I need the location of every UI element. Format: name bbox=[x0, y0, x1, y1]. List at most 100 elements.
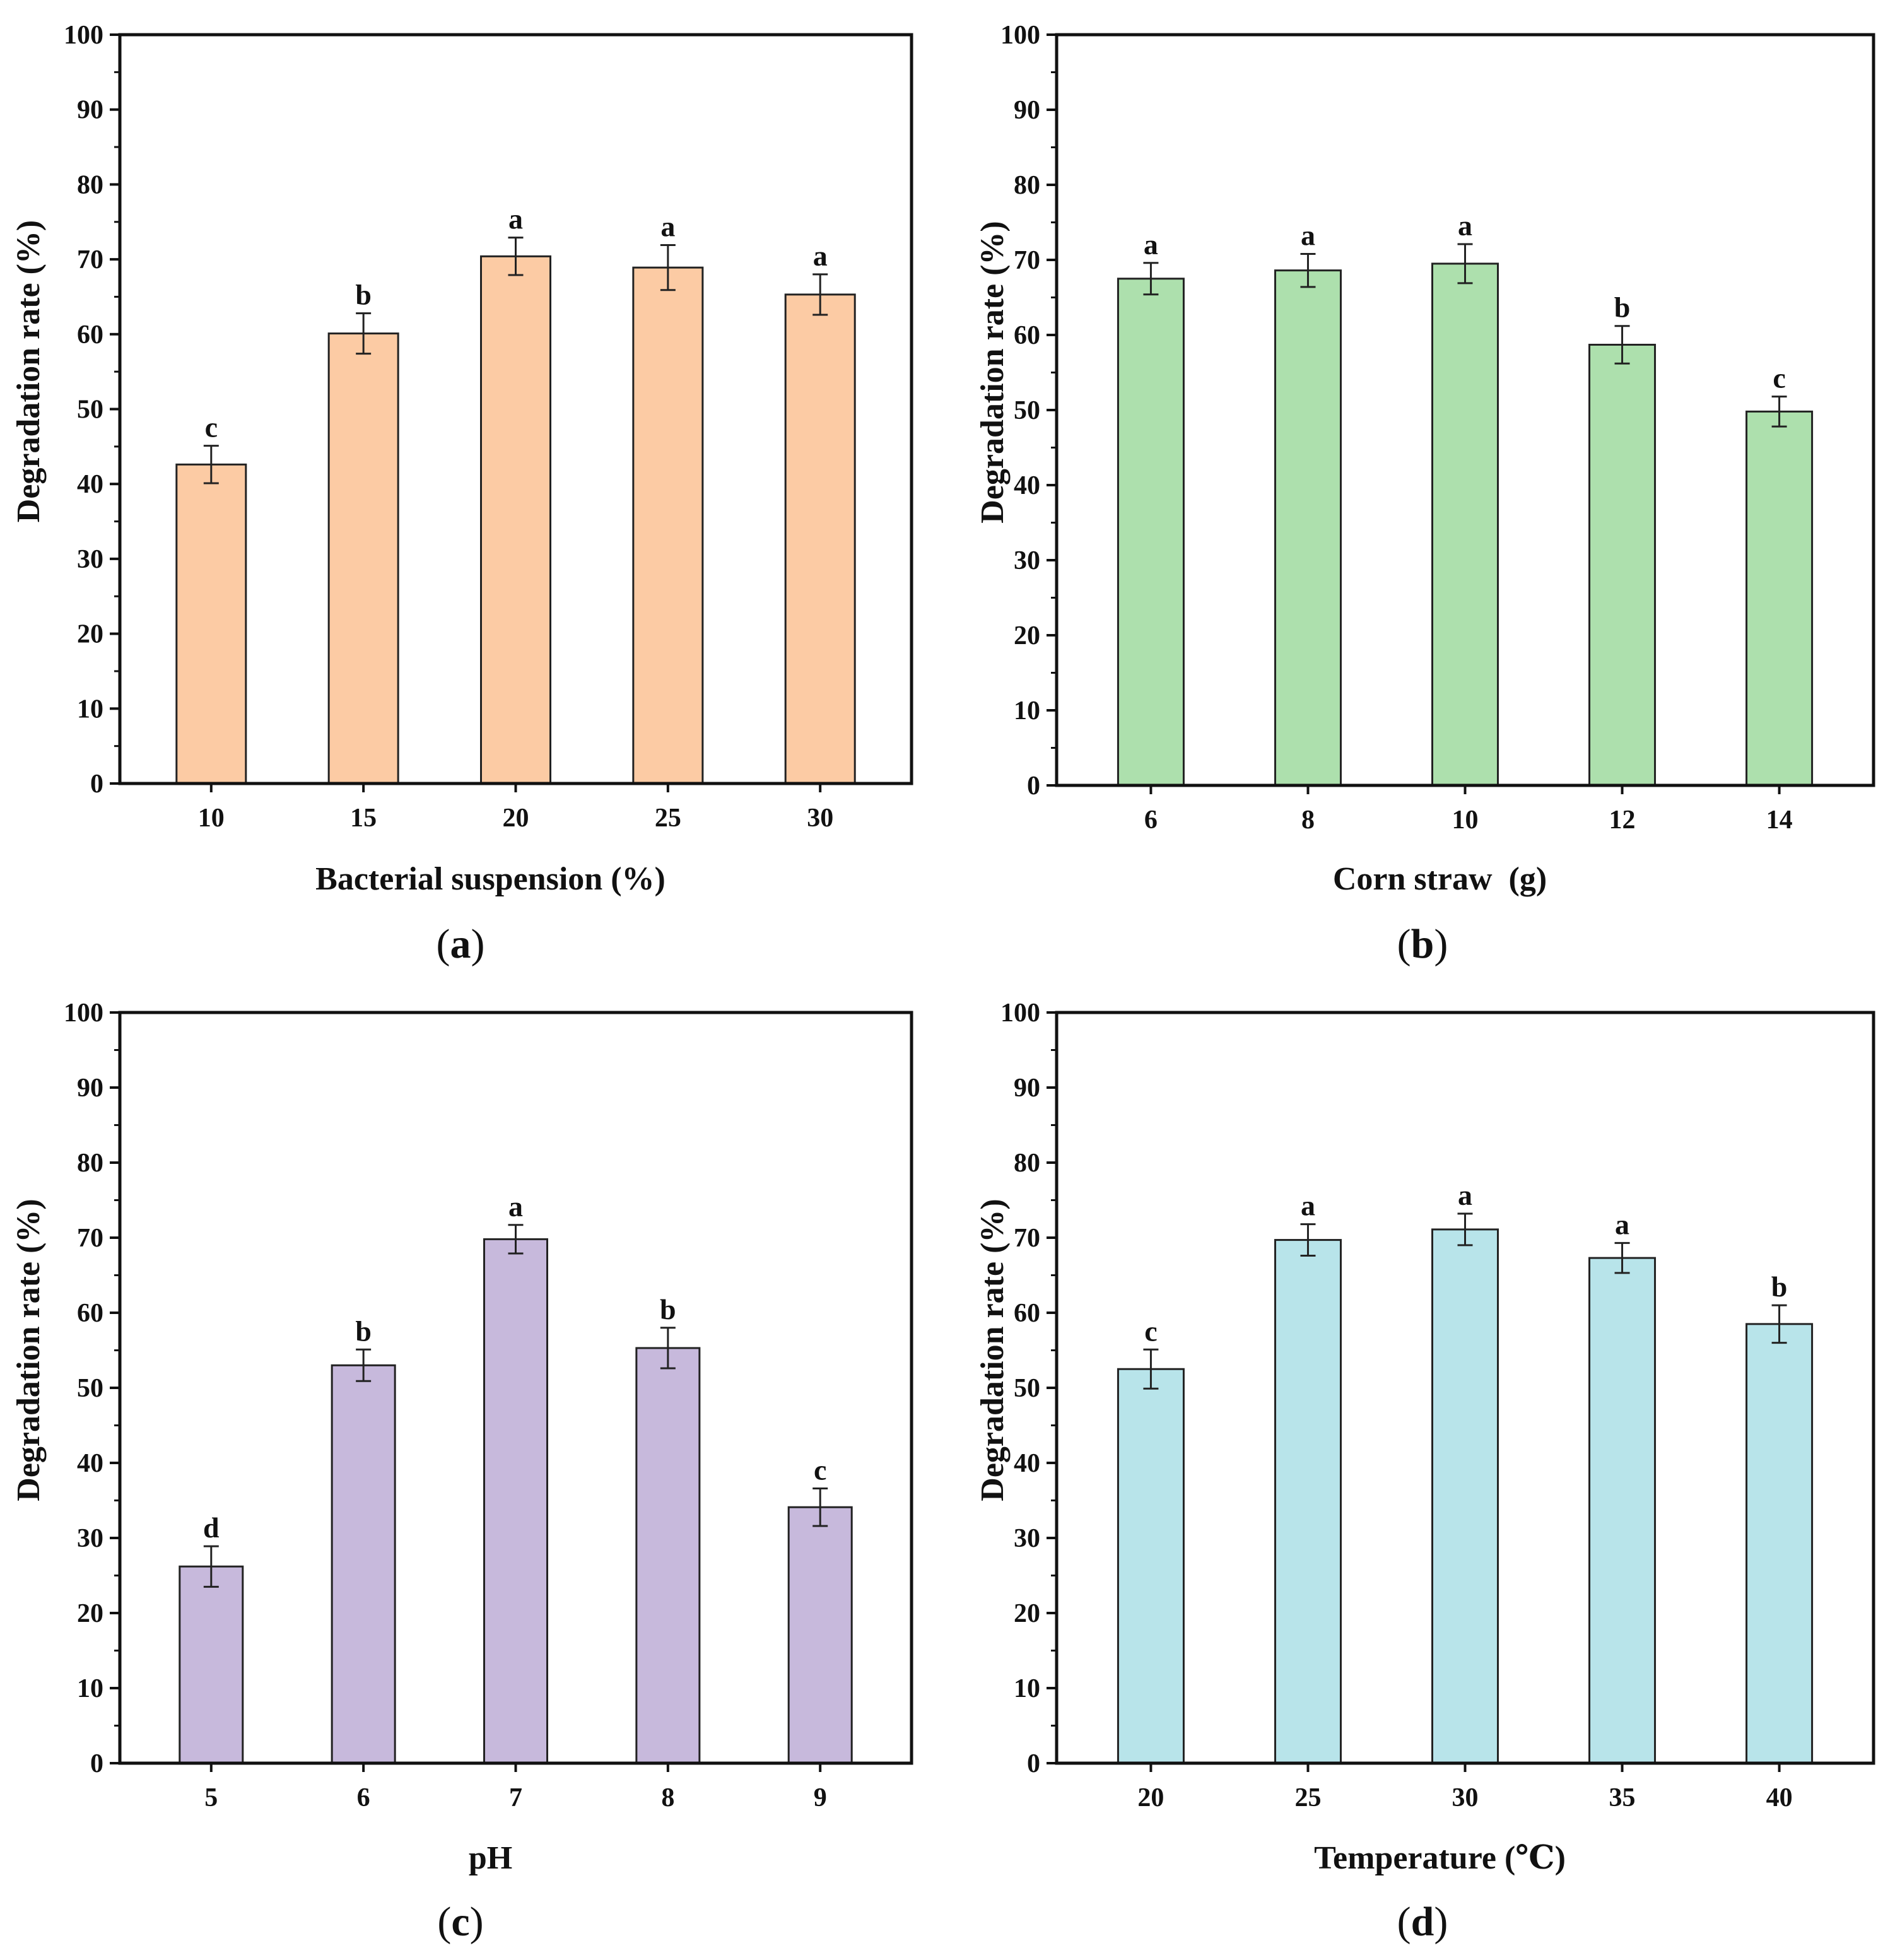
x-tick-label: 10 bbox=[1452, 806, 1479, 835]
y-tick-label: 60 bbox=[77, 1299, 103, 1328]
bar bbox=[480, 255, 551, 785]
significance-label: b bbox=[660, 1293, 676, 1325]
plot-area: 0 10 20 30 40 50 60 70 80 90 100 d 5 b 6 a 7 b 8 c 9 pH Degrad… bbox=[11, 999, 913, 1876]
significance-label: a bbox=[1458, 1179, 1472, 1211]
y-tick-label: 60 bbox=[1014, 321, 1040, 350]
plot-area: 0 10 20 30 40 50 60 70 80 90 100 a 6 a 8 a 10 b 12 c 14 Corn … bbox=[975, 21, 1875, 897]
x-tick-label: 14 bbox=[1766, 806, 1793, 835]
x-tick-label: 12 bbox=[1609, 806, 1636, 835]
y-tick-label: 90 bbox=[1014, 96, 1040, 125]
bar bbox=[1431, 1228, 1499, 1764]
bar bbox=[1117, 1368, 1185, 1764]
bar bbox=[1745, 1323, 1814, 1764]
panel-label: (d) bbox=[1397, 1899, 1448, 1945]
y-tick-label: 50 bbox=[1014, 1374, 1040, 1403]
bar bbox=[635, 1347, 701, 1764]
x-tick-label: 20 bbox=[503, 804, 529, 833]
y-tick-label: 20 bbox=[77, 620, 103, 649]
bar-chart-b: 0 10 20 30 40 50 60 70 80 90 100 a 6 a 8 a 10 b 12 c 14 Corn … bbox=[975, 21, 1875, 967]
y-tick-label: 0 bbox=[1027, 772, 1040, 801]
y-tick-label: 70 bbox=[77, 245, 103, 274]
plot-frame bbox=[118, 33, 913, 785]
y-tick-label: 100 bbox=[1000, 999, 1040, 1028]
y-axis-title: Degradation rate (%) bbox=[11, 220, 47, 522]
x-axis-title: Bacterial suspension (%) bbox=[315, 861, 666, 897]
y-tick-label: 90 bbox=[77, 1074, 103, 1103]
plot-frame bbox=[118, 1011, 913, 1765]
y-tick-label: 40 bbox=[1014, 471, 1040, 500]
x-tick-label: 5 bbox=[204, 1783, 218, 1812]
bar bbox=[175, 463, 247, 785]
significance-label: b bbox=[355, 279, 372, 311]
panel-label: (b) bbox=[1397, 921, 1448, 967]
y-tick-label: 0 bbox=[90, 1749, 103, 1778]
significance-label: a bbox=[508, 203, 523, 235]
y-tick-label: 50 bbox=[1014, 396, 1040, 425]
bar-chart-a: 0 10 20 30 40 50 60 70 80 90 100 c 10 b 15 a 20 a 25 a 30 Bac… bbox=[11, 21, 913, 967]
y-tick-label: 20 bbox=[1014, 1599, 1040, 1628]
bar bbox=[1431, 262, 1499, 787]
bar bbox=[1274, 1239, 1342, 1764]
bar bbox=[483, 1238, 548, 1764]
significance-label: a bbox=[813, 240, 828, 272]
significance-label: c bbox=[814, 1453, 826, 1486]
bar bbox=[787, 1506, 853, 1764]
y-tick-label: 0 bbox=[1027, 1749, 1040, 1778]
significance-label: b bbox=[355, 1315, 372, 1347]
y-tick-label: 30 bbox=[1014, 1524, 1040, 1553]
x-axis-title: Corn straw (g) bbox=[1333, 861, 1547, 897]
y-tick-label: 30 bbox=[1014, 546, 1040, 575]
bar bbox=[632, 266, 704, 785]
y-tick-label: 10 bbox=[1014, 1674, 1040, 1703]
plot-area: 0 10 20 30 40 50 60 70 80 90 100 c 20 a 25 a 30 a 35 b 40 Tem… bbox=[975, 999, 1875, 1876]
bar bbox=[1745, 410, 1814, 787]
x-tick-label: 8 bbox=[661, 1783, 674, 1812]
y-tick-label: 100 bbox=[64, 21, 103, 50]
y-tick-label: 70 bbox=[1014, 246, 1040, 275]
y-tick-label: 30 bbox=[77, 545, 103, 574]
y-tick-label: 80 bbox=[77, 1149, 103, 1178]
y-tick-label: 40 bbox=[77, 470, 103, 499]
x-tick-label: 30 bbox=[1452, 1783, 1479, 1812]
x-tick-label: 30 bbox=[807, 804, 833, 833]
y-axis-title: Degradation rate (%) bbox=[975, 1199, 1011, 1501]
y-tick-label: 80 bbox=[1014, 171, 1040, 200]
x-tick-label: 6 bbox=[1144, 806, 1158, 835]
panel-label: (c) bbox=[437, 1899, 483, 1945]
y-tick-label: 20 bbox=[77, 1599, 103, 1628]
x-tick-label: 35 bbox=[1609, 1783, 1636, 1812]
significance-label: d bbox=[203, 1511, 220, 1544]
y-tick-label: 90 bbox=[77, 96, 103, 125]
x-tick-label: 9 bbox=[814, 1783, 827, 1812]
significance-label: c bbox=[1144, 1315, 1157, 1347]
plot-area: 0 10 20 30 40 50 60 70 80 90 100 c 10 b 15 a 20 a 25 a 30 Bac… bbox=[11, 21, 913, 897]
bar bbox=[1588, 1257, 1657, 1764]
significance-label: a bbox=[1615, 1208, 1629, 1240]
y-tick-label: 70 bbox=[1014, 1224, 1040, 1253]
x-tick-label: 6 bbox=[357, 1783, 370, 1812]
x-tick-label: 25 bbox=[655, 804, 681, 833]
panel-label: (a) bbox=[437, 921, 485, 967]
y-tick-label: 80 bbox=[1014, 1149, 1040, 1178]
y-tick-label: 40 bbox=[77, 1449, 103, 1478]
x-axis-title: Temperature (℃) bbox=[1314, 1840, 1566, 1876]
y-tick-label: 60 bbox=[1014, 1299, 1040, 1328]
significance-label: c bbox=[205, 411, 218, 443]
x-tick-label: 20 bbox=[1137, 1783, 1164, 1812]
x-axis-title: pH bbox=[469, 1840, 512, 1876]
panel-c: 0 10 20 30 40 50 60 70 80 90 100 d 5 b 6 a 7 b 8 c 9 pH Degrad… bbox=[0, 978, 940, 1956]
y-tick-label: 70 bbox=[77, 1224, 103, 1253]
y-tick-label: 50 bbox=[77, 396, 103, 425]
significance-label: a bbox=[508, 1190, 523, 1223]
x-tick-label: 8 bbox=[1301, 806, 1315, 835]
significance-label: a bbox=[1301, 1190, 1315, 1222]
bar-chart-d: 0 10 20 30 40 50 60 70 80 90 100 c 20 a 25 a 30 a 35 b 40 Tem… bbox=[975, 999, 1875, 1945]
y-tick-label: 20 bbox=[1014, 621, 1040, 650]
y-tick-label: 100 bbox=[1000, 21, 1040, 50]
significance-label: a bbox=[660, 211, 675, 243]
bar bbox=[1588, 343, 1657, 787]
bar-chart-c: 0 10 20 30 40 50 60 70 80 90 100 d 5 b 6 a 7 b 8 c 9 pH Degrad… bbox=[11, 999, 913, 1945]
bar bbox=[327, 332, 399, 785]
significance-label: a bbox=[1144, 228, 1158, 261]
significance-label: b bbox=[1614, 291, 1631, 324]
